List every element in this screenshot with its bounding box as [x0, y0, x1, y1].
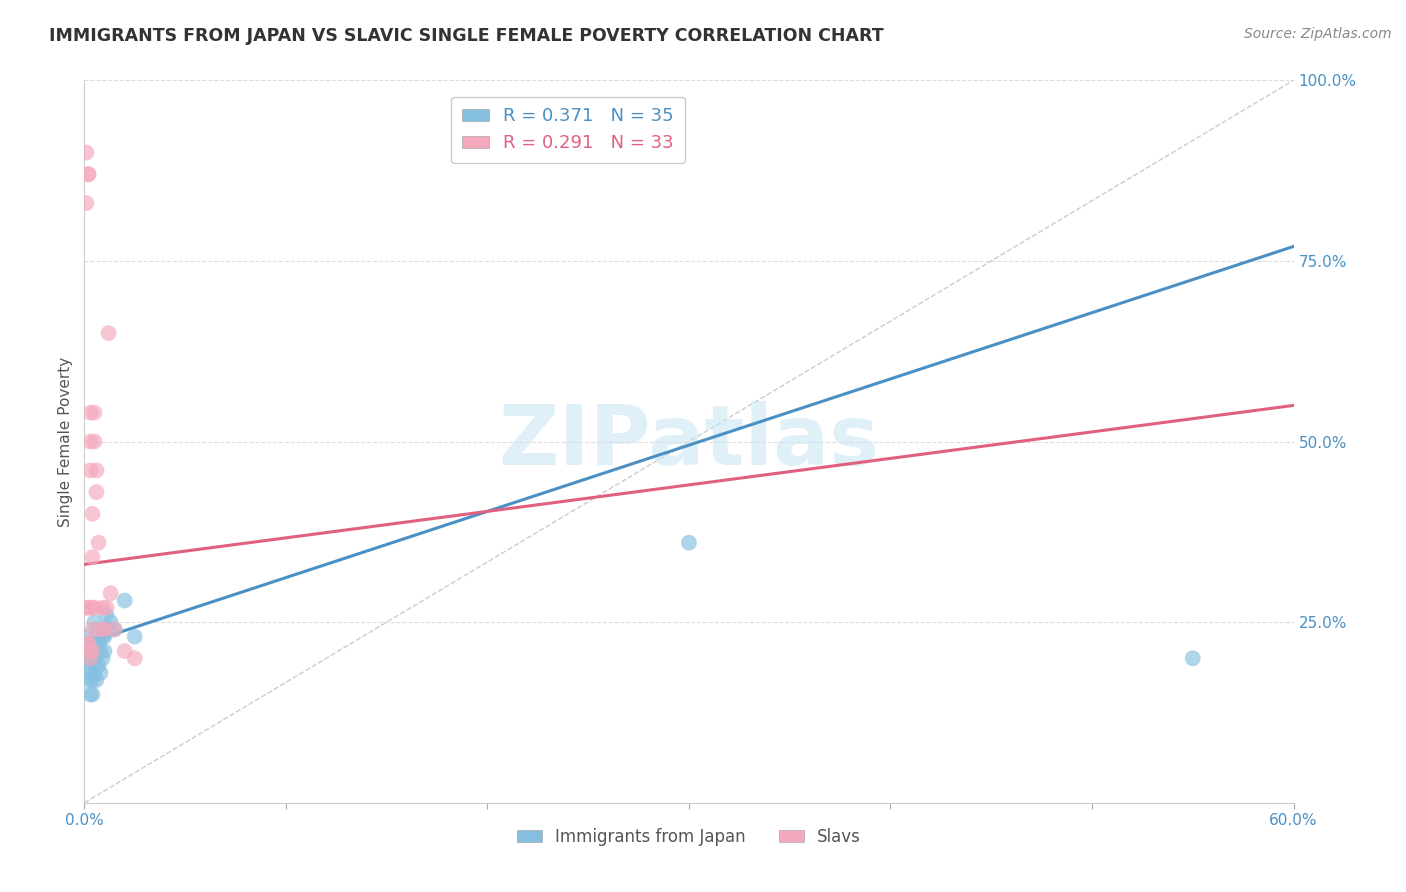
Immigrants from Japan [86, 673, 108, 687]
Slavs [79, 406, 101, 420]
Slavs [87, 535, 110, 549]
Immigrants from Japan [82, 687, 104, 701]
Slavs [124, 651, 146, 665]
Immigrants from Japan [124, 630, 146, 644]
Immigrants from Japan [83, 665, 105, 680]
Immigrants from Japan [77, 673, 100, 687]
Immigrants from Japan [87, 658, 110, 673]
Immigrants from Japan [83, 637, 105, 651]
Immigrants from Japan [79, 687, 101, 701]
Slavs [79, 463, 101, 477]
Immigrants from Japan [1181, 651, 1204, 665]
Slavs [79, 644, 101, 658]
Immigrants from Japan [79, 665, 101, 680]
Immigrants from Japan [86, 644, 108, 658]
Slavs [82, 644, 104, 658]
Immigrants from Japan [104, 623, 127, 637]
Legend: Immigrants from Japan, Slavs: Immigrants from Japan, Slavs [510, 821, 868, 852]
Slavs [79, 434, 101, 449]
Immigrants from Japan [96, 607, 118, 622]
Slavs [75, 145, 97, 160]
Slavs [97, 326, 120, 340]
Text: IMMIGRANTS FROM JAPAN VS SLAVIC SINGLE FEMALE POVERTY CORRELATION CHART: IMMIGRANTS FROM JAPAN VS SLAVIC SINGLE F… [49, 27, 884, 45]
Slavs [77, 167, 100, 181]
Immigrants from Japan [91, 630, 114, 644]
Slavs [77, 600, 100, 615]
Immigrants from Japan [97, 623, 120, 637]
Slavs [96, 600, 118, 615]
Immigrants from Japan [82, 637, 104, 651]
Slavs [89, 623, 111, 637]
Immigrants from Japan [83, 651, 105, 665]
Immigrants from Japan [77, 658, 100, 673]
Immigrants from Japan [114, 593, 136, 607]
Immigrants from Japan [678, 535, 700, 549]
Immigrants from Japan [75, 630, 97, 644]
Slavs [83, 434, 105, 449]
Slavs [82, 550, 104, 565]
Slavs [75, 196, 97, 211]
Slavs [91, 600, 114, 615]
Immigrants from Japan [93, 630, 115, 644]
Immigrants from Japan [100, 615, 122, 630]
Slavs [75, 600, 97, 615]
Slavs [86, 485, 108, 500]
Slavs [82, 600, 104, 615]
Immigrants from Japan [79, 637, 101, 651]
Text: Source: ZipAtlas.com: Source: ZipAtlas.com [1244, 27, 1392, 41]
Slavs [114, 644, 136, 658]
Slavs [83, 600, 105, 615]
Text: ZIPatlas: ZIPatlas [499, 401, 879, 482]
Immigrants from Japan [89, 644, 111, 658]
Immigrants from Japan [75, 651, 97, 665]
Y-axis label: Single Female Poverty: Single Female Poverty [58, 357, 73, 526]
Immigrants from Japan [82, 673, 104, 687]
Slavs [100, 586, 122, 600]
Immigrants from Japan [83, 615, 105, 630]
Slavs [82, 623, 104, 637]
Immigrants from Japan [93, 644, 115, 658]
Immigrants from Japan [91, 651, 114, 665]
Slavs [82, 507, 104, 521]
Slavs [79, 651, 101, 665]
Immigrants from Japan [89, 665, 111, 680]
Slavs [77, 637, 100, 651]
Slavs [93, 623, 115, 637]
Immigrants from Japan [77, 637, 100, 651]
Immigrants from Japan [79, 651, 101, 665]
Slavs [77, 637, 100, 651]
Slavs [86, 463, 108, 477]
Slavs [77, 167, 100, 181]
Slavs [83, 406, 105, 420]
Slavs [104, 623, 127, 637]
Immigrants from Japan [86, 623, 108, 637]
Immigrants from Japan [87, 637, 110, 651]
